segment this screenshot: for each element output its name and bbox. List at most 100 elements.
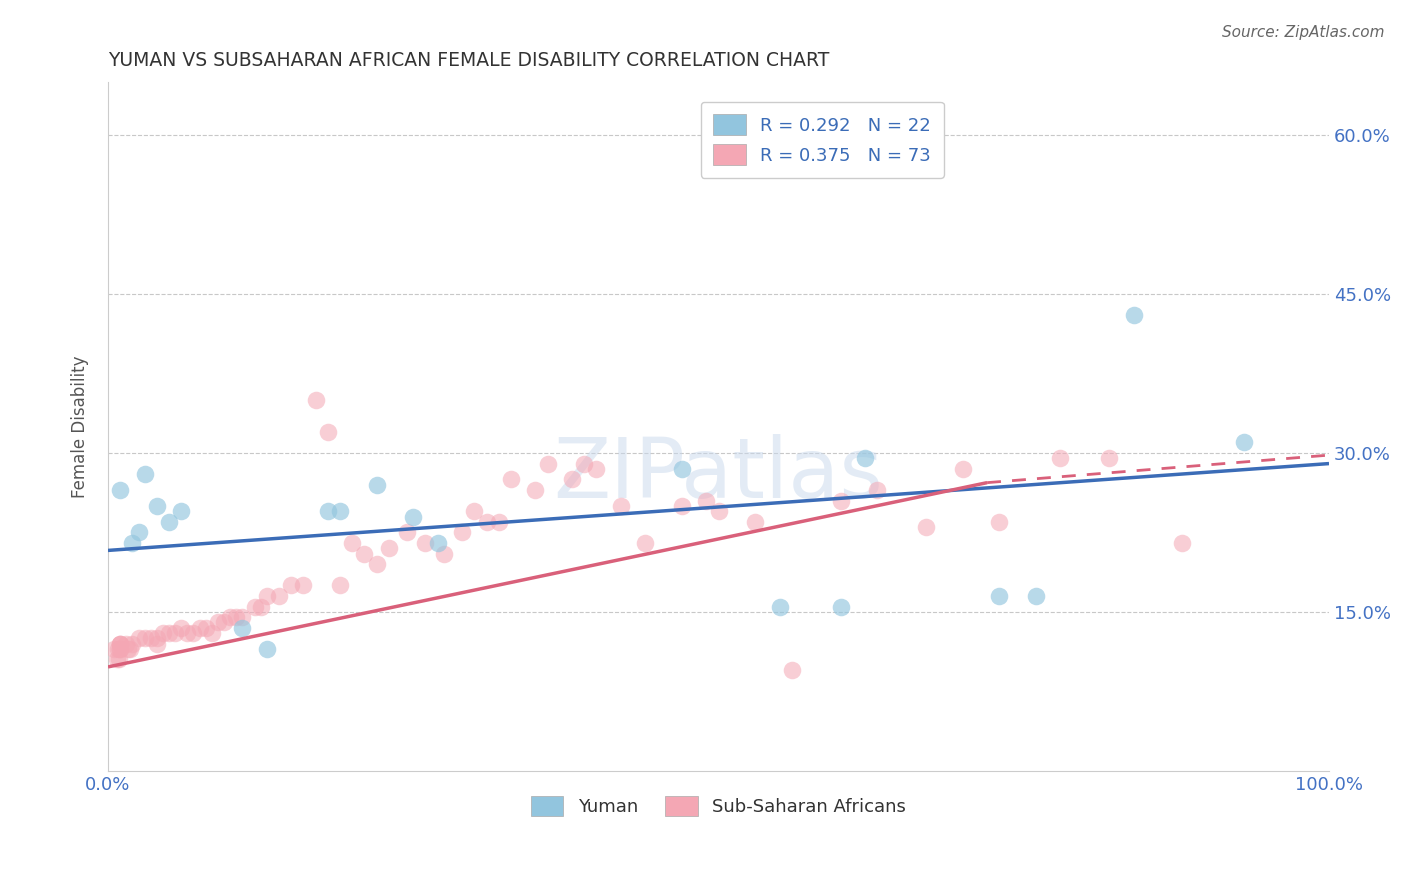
- Point: [121, 536, 143, 550]
- Point: [634, 536, 657, 550]
- Point: [744, 515, 766, 529]
- Point: [108, 641, 131, 656]
- Point: [353, 547, 375, 561]
- Point: [108, 637, 131, 651]
- Point: [256, 589, 278, 603]
- Point: [231, 610, 253, 624]
- Point: [340, 536, 363, 550]
- Point: [176, 626, 198, 640]
- Point: [170, 504, 193, 518]
- Point: [183, 626, 205, 640]
- Point: [134, 632, 156, 646]
- Point: [108, 637, 131, 651]
- Point: [1025, 589, 1047, 603]
- Point: [610, 499, 633, 513]
- Point: [853, 451, 876, 466]
- Point: [695, 493, 717, 508]
- Point: [207, 615, 229, 630]
- Legend: Yuman, Sub-Saharan Africans: Yuman, Sub-Saharan Africans: [523, 789, 914, 823]
- Point: [280, 578, 302, 592]
- Text: YUMAN VS SUBSAHARAN AFRICAN FEMALE DISABILITY CORRELATION CHART: YUMAN VS SUBSAHARAN AFRICAN FEMALE DISAB…: [108, 51, 830, 70]
- Point: [146, 499, 169, 513]
- Point: [426, 536, 449, 550]
- Point: [463, 504, 485, 518]
- Point: [402, 509, 425, 524]
- Point: [572, 457, 595, 471]
- Point: [988, 589, 1011, 603]
- Point: [157, 515, 180, 529]
- Point: [488, 515, 510, 529]
- Point: [212, 615, 235, 630]
- Point: [671, 462, 693, 476]
- Point: [451, 525, 474, 540]
- Point: [988, 515, 1011, 529]
- Point: [304, 392, 326, 407]
- Point: [146, 632, 169, 646]
- Point: [378, 541, 401, 556]
- Point: [165, 626, 187, 640]
- Point: [117, 641, 139, 656]
- Point: [225, 610, 247, 624]
- Point: [139, 632, 162, 646]
- Point: [475, 515, 498, 529]
- Point: [1232, 435, 1254, 450]
- Point: [866, 483, 889, 497]
- Point: [118, 641, 141, 656]
- Point: [256, 641, 278, 656]
- Point: [524, 483, 547, 497]
- Point: [128, 525, 150, 540]
- Point: [103, 641, 125, 656]
- Point: [115, 637, 138, 651]
- Point: [366, 557, 388, 571]
- Point: [219, 610, 242, 624]
- Point: [396, 525, 419, 540]
- Point: [128, 632, 150, 646]
- Point: [108, 637, 131, 651]
- Point: [433, 547, 456, 561]
- Point: [316, 425, 339, 439]
- Point: [329, 504, 352, 518]
- Point: [231, 621, 253, 635]
- Point: [366, 477, 388, 491]
- Point: [108, 641, 131, 656]
- Point: [780, 663, 803, 677]
- Point: [292, 578, 315, 592]
- Point: [768, 599, 790, 614]
- Point: [194, 621, 217, 635]
- Text: ZIPatlas: ZIPatlas: [554, 434, 883, 516]
- Point: [107, 641, 129, 656]
- Point: [1122, 309, 1144, 323]
- Point: [671, 499, 693, 513]
- Point: [108, 652, 131, 666]
- Point: [201, 626, 224, 640]
- Point: [152, 626, 174, 640]
- Point: [134, 467, 156, 482]
- Point: [329, 578, 352, 592]
- Point: [243, 599, 266, 614]
- Point: [105, 652, 128, 666]
- Point: [188, 621, 211, 635]
- Text: Source: ZipAtlas.com: Source: ZipAtlas.com: [1222, 25, 1385, 40]
- Point: [170, 621, 193, 635]
- Point: [707, 504, 730, 518]
- Point: [915, 520, 938, 534]
- Point: [536, 457, 558, 471]
- Point: [1171, 536, 1194, 550]
- Point: [415, 536, 437, 550]
- Point: [1098, 451, 1121, 466]
- Point: [316, 504, 339, 518]
- Point: [108, 483, 131, 497]
- Point: [585, 462, 607, 476]
- Point: [121, 637, 143, 651]
- Point: [1049, 451, 1071, 466]
- Point: [499, 473, 522, 487]
- Y-axis label: Female Disability: Female Disability: [72, 355, 89, 498]
- Point: [952, 462, 974, 476]
- Point: [830, 493, 852, 508]
- Point: [157, 626, 180, 640]
- Point: [267, 589, 290, 603]
- Point: [249, 599, 271, 614]
- Point: [830, 599, 852, 614]
- Point: [146, 637, 169, 651]
- Point: [561, 473, 583, 487]
